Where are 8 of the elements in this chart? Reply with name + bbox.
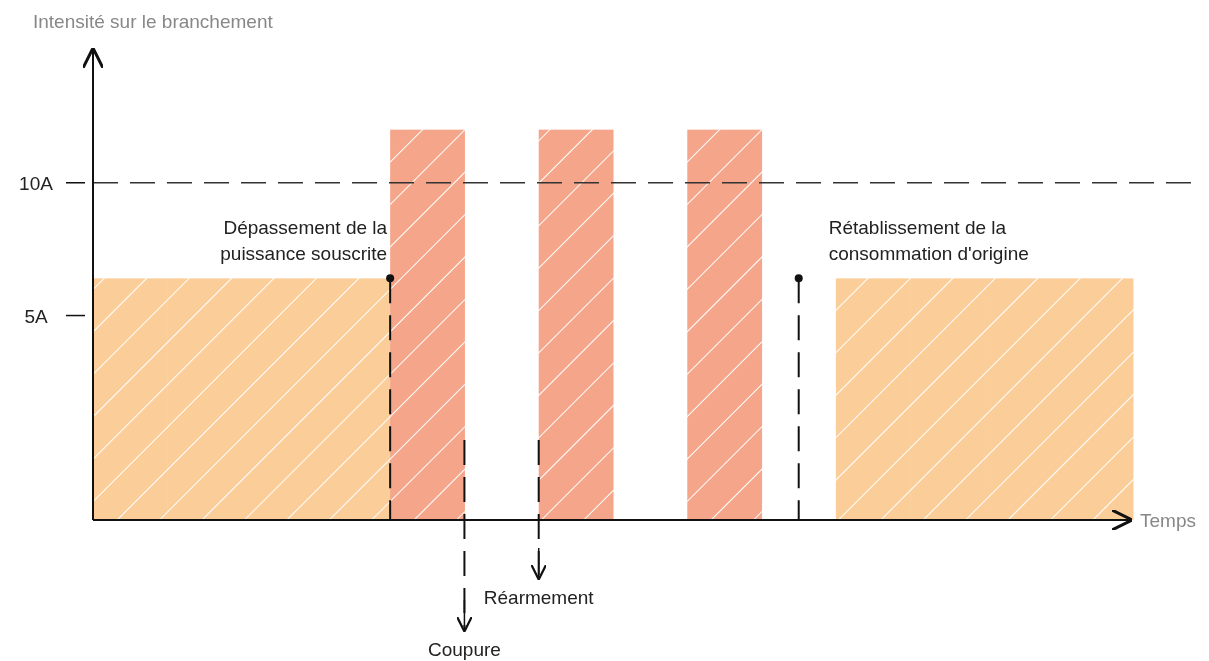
y-axis-title: Intensité sur le branchement — [33, 11, 274, 32]
text: Réarmement — [483, 587, 595, 608]
y-tick-label: 10A — [19, 172, 54, 194]
annotation: Rétablissement de la consommation d'origine — [828, 217, 1029, 265]
annotation: Dépassement de la puissance souscrite — [220, 217, 388, 265]
text: Coupure — [427, 639, 501, 660]
x-axis-title: Temps — [1140, 510, 1196, 531]
y-tick-label: 5A — [24, 305, 48, 327]
